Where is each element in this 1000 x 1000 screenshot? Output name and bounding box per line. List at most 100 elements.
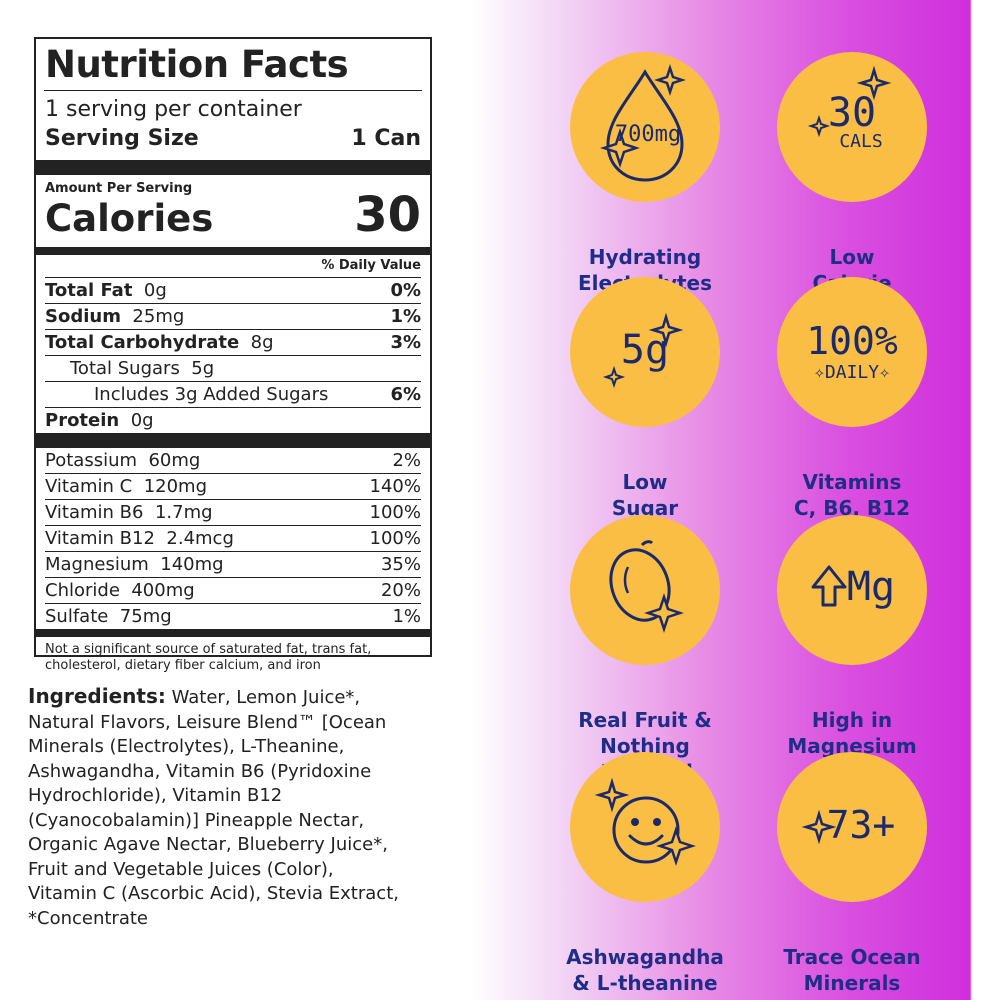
nutrient-row-total-sugars: Total Sugars 5g — [45, 355, 421, 381]
badge-low-sugar: 5g Low Sugar — [555, 277, 735, 521]
vitamin-row-magnesium: Magnesium 140mg 35% — [45, 551, 421, 577]
badge-label-line1: Low — [622, 470, 668, 494]
vitamin-dv: 1% — [392, 606, 421, 627]
badge-label-line1: Low — [829, 245, 875, 269]
nutrition-facts-panel: Nutrition Facts 1 serving per container … — [34, 37, 432, 673]
nutrient-amount: 5g — [191, 358, 215, 379]
vitamin-row-sulfate: Sulfate 75mg 1% — [45, 603, 421, 629]
vitamins-icon: 100% ✧DAILY✧ — [777, 277, 927, 427]
badge-label-line2: Minerals — [803, 971, 901, 995]
nutrient-name: Includes 3g Added Sugars — [94, 384, 329, 405]
lemon-icon — [570, 515, 720, 665]
badge-magnesium: Mg High in Magnesium — [762, 515, 942, 759]
ingredients-label: Ingredients: — [28, 684, 166, 708]
vitamin-amount: 140mg — [160, 554, 224, 575]
calorie-big: 30 — [827, 90, 877, 136]
nutrient-row-total-fat: Total Fat 0g 0% — [45, 277, 421, 303]
vitamin-name: Vitamin C — [45, 476, 133, 497]
calorie-small: CALS — [839, 131, 883, 152]
badge-label-line2: & L-theanine — [572, 971, 718, 995]
electrolyte-amount: 700mg — [614, 121, 682, 147]
amount-per-serving: Amount Per Serving — [45, 181, 193, 196]
badge-label-line1: Trace Ocean — [783, 945, 921, 969]
nutrient-name: Protein — [45, 410, 120, 431]
magnesium-icon: Mg — [777, 515, 927, 665]
vitamin-amount: 120mg — [143, 476, 208, 497]
nutrient-row-protein: Protein 0g — [45, 407, 421, 433]
vitamins-big: 100% — [806, 319, 898, 363]
medium-divider — [36, 247, 430, 255]
nutrient-amount: 0g — [143, 280, 167, 301]
vitamin-name: Vitamin B6 — [45, 502, 144, 523]
nutrient-dv: 3% — [390, 332, 421, 353]
vitamin-dv: 140% — [369, 476, 421, 497]
nutrition-footnote: Not a significant source of saturated fa… — [45, 642, 372, 673]
serving-size-row: Serving Size 1 Can — [45, 125, 421, 153]
vitamin-row-potassium: Potassium 60mg 2% — [45, 448, 421, 473]
sugar-amount: 5g — [620, 327, 670, 373]
vitamin-amount: 75mg — [119, 606, 172, 627]
badge-label-line1: Ashwagandha — [566, 945, 724, 969]
nutrient-dv: 1% — [390, 306, 421, 327]
serving-size-value: 1 Can — [351, 126, 421, 151]
badge-low-calorie: 30 CALS Low Calorie — [762, 52, 942, 296]
vitamin-dv: 35% — [380, 554, 421, 575]
servings-per-container: 1 serving per container — [45, 97, 302, 122]
vitamin-dv: 20% — [380, 580, 421, 601]
vitamin-dv: 2% — [392, 450, 421, 471]
vitamin-name: Chloride — [45, 580, 120, 601]
ingredients-text: Water, Lemon Juice*, Natural Flavors, Le… — [28, 687, 399, 929]
thick-divider — [36, 433, 430, 448]
minerals-count: 73+ — [826, 803, 896, 847]
nutrient-amount: 25mg — [132, 306, 185, 327]
vitamin-dv: 100% — [369, 528, 421, 549]
nutrient-row-total-carbohydrate: Total Carbohydrate 8g 3% — [45, 329, 421, 355]
nutrition-title: Nutrition Facts — [45, 43, 349, 86]
vitamin-amount: 1.7mg — [154, 502, 213, 523]
calorie-icon: 30 CALS — [777, 52, 927, 202]
serving-size-label: Serving Size — [45, 126, 199, 151]
calories-row: Calories 30 — [45, 189, 421, 241]
vitamins-small: DAILY — [824, 362, 880, 383]
nutrient-amount: 8g — [250, 332, 274, 353]
nutrient-name: Total Fat — [45, 280, 133, 301]
badge-label-line1: Hydrating — [588, 245, 702, 269]
magnesium-symbol: Mg — [846, 564, 896, 610]
vitamin-dv: 100% — [369, 502, 421, 523]
badge-trace-minerals: 73+ Trace Ocean Minerals — [762, 752, 942, 996]
calories-label: Calories — [45, 197, 214, 240]
ingredients-block: Ingredients: Water, Lemon Juice*, Natura… — [28, 684, 408, 931]
badge-ashwagandha: Ashwagandha & L-theanine — [555, 752, 735, 996]
daily-value-header: % Daily Value — [321, 258, 421, 273]
sugar-icon: 5g — [570, 277, 720, 427]
vitamin-name: Magnesium — [45, 554, 149, 575]
medium-divider — [36, 629, 430, 637]
vitamin-name: Potassium — [45, 450, 138, 471]
nutrient-amount: 0g — [130, 410, 154, 431]
badge-label-line1: Real Fruit & — [578, 708, 712, 732]
badge-real-fruit: Real Fruit & Nothing Artificial — [555, 515, 735, 785]
vitamin-amount: 60mg — [148, 450, 201, 471]
calories-value: 30 — [354, 187, 421, 243]
badge-hydrating-electrolytes: 700mg Hydrating Electrolytes — [555, 52, 735, 296]
nutrient-row-added-sugars: Includes 3g Added Sugars 6% — [45, 381, 421, 407]
vitamin-row-chloride: Chloride 400mg 20% — [45, 577, 421, 603]
thick-divider — [36, 160, 430, 175]
vitamin-name: Sulfate — [45, 606, 109, 627]
badge-vitamins: 100% ✧DAILY✧ Vitamins C, B6, B12 — [762, 277, 942, 521]
electrolyte-drop-icon: 700mg — [570, 52, 720, 202]
nutrient-name: Total Sugars — [70, 358, 180, 379]
vitamin-amount: 400mg — [131, 580, 195, 601]
nutrient-name: Total Carbohydrate — [45, 332, 240, 353]
diamond-icon: ✧ — [879, 362, 890, 383]
smiley-icon — [570, 752, 720, 902]
vitamin-name: Vitamin B12 — [45, 528, 155, 549]
divider — [44, 90, 422, 91]
nutrient-row-sodium: Sodium 25mg 1% — [45, 303, 421, 329]
vitamin-row-vitamin-b6: Vitamin B6 1.7mg 100% — [45, 499, 421, 525]
nutrient-dv: 0% — [390, 280, 421, 301]
nutrient-name: Sodium — [45, 306, 121, 327]
vitamin-amount: 2.4mcg — [166, 528, 234, 549]
badge-label-line1: High in — [811, 708, 893, 732]
vitamin-row-vitamin-c: Vitamin C 120mg 140% — [45, 473, 421, 499]
